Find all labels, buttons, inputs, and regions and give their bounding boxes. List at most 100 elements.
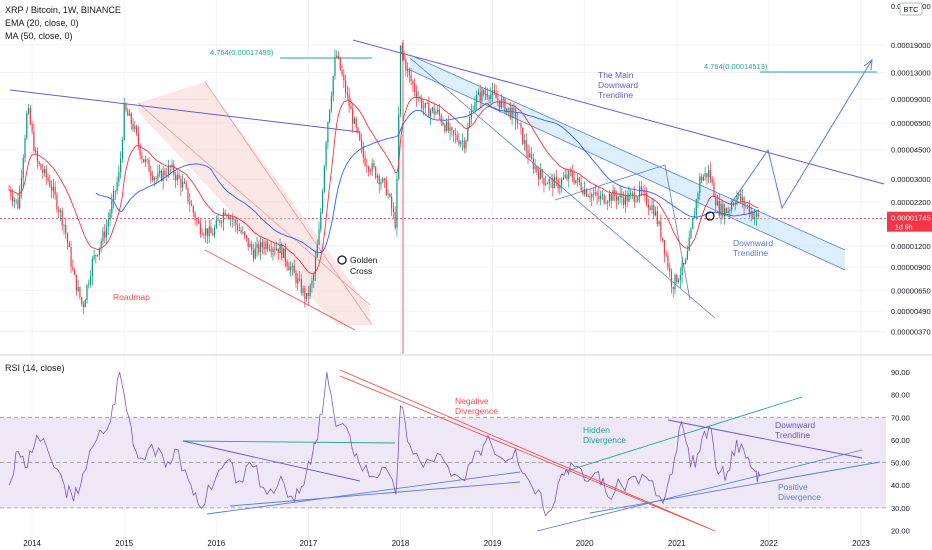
candle-body xyxy=(610,194,612,201)
candle-body xyxy=(332,76,334,97)
candle-body xyxy=(651,205,653,210)
candle-body xyxy=(654,211,657,216)
candle-body xyxy=(561,179,563,186)
candle-body xyxy=(222,212,224,223)
negative-divergence-line-2 xyxy=(339,375,716,532)
candle-body xyxy=(13,199,15,202)
candle-body xyxy=(739,193,742,201)
candle-body xyxy=(52,186,54,191)
ma-legend[interactable]: MA (50, close, 0) xyxy=(5,31,73,41)
candle-body xyxy=(635,200,637,202)
candle-body xyxy=(205,228,207,235)
candle-body xyxy=(344,80,347,93)
candle-body xyxy=(49,180,51,187)
candle-body xyxy=(102,231,104,242)
candle-body xyxy=(36,150,39,162)
candle-body xyxy=(553,177,556,189)
roadmap-channel-lower xyxy=(204,249,356,331)
candle-body xyxy=(513,107,515,111)
price-tick-label: 0.00000490 xyxy=(891,307,931,316)
candle-body xyxy=(656,211,658,225)
candle-body xyxy=(187,187,189,202)
candle-body xyxy=(192,205,194,213)
candle-body xyxy=(523,140,526,144)
candle-body xyxy=(127,110,129,116)
candle-body xyxy=(167,165,170,176)
candle-body xyxy=(493,90,495,94)
candle-body xyxy=(348,94,350,107)
candle-body xyxy=(463,140,465,149)
candle-body xyxy=(681,263,683,276)
rsi-tick-label: 70.00 xyxy=(891,413,910,422)
candle-body xyxy=(408,68,410,75)
candle-body xyxy=(118,172,120,182)
ema-legend[interactable]: EMA (20, close, 0) xyxy=(5,18,79,28)
candle-body xyxy=(525,140,527,151)
candle-body xyxy=(197,221,200,224)
candle-body xyxy=(387,194,389,195)
candle-body xyxy=(660,221,662,238)
candle-body xyxy=(109,213,111,220)
rsi-legend[interactable]: RSI (14, close) xyxy=(5,363,65,373)
candle-body xyxy=(74,269,76,275)
candle-body xyxy=(499,100,501,108)
candle-body xyxy=(456,134,458,141)
candle-body xyxy=(350,106,352,110)
time-tick-label: 2019 xyxy=(484,539,502,548)
candle-body xyxy=(376,175,379,178)
time-axis[interactable]: 2014 2015 2016 2017 2018 2019 2020 2021 2022 2023 xyxy=(23,539,870,548)
candle-body xyxy=(589,196,591,198)
current-price-badge xyxy=(887,211,932,232)
candle-body xyxy=(615,196,618,201)
candle-body xyxy=(231,217,233,220)
candle-body xyxy=(748,205,750,215)
candle-body xyxy=(26,113,28,139)
candle-body xyxy=(546,183,549,185)
symbol-title[interactable]: XRP / Bitcoin, 1W, BINANCE xyxy=(5,5,121,15)
candle-body xyxy=(419,97,421,99)
time-tick-label: 2021 xyxy=(668,539,686,548)
candle-body xyxy=(708,170,710,178)
candle-body xyxy=(587,196,589,197)
candle-body xyxy=(598,195,600,199)
candle-body xyxy=(295,272,297,284)
candle-body xyxy=(389,194,391,197)
right-price-axis[interactable]: 0.00019000 0.00013000 0.00009000 0.00006500… xyxy=(887,2,932,535)
candle-body xyxy=(291,265,294,268)
candle-body xyxy=(670,271,673,288)
candle-body xyxy=(647,204,650,208)
candle-body xyxy=(336,55,338,58)
time-tick-label: 2022 xyxy=(760,539,778,548)
candle-body xyxy=(449,127,451,131)
candle-body xyxy=(144,159,147,163)
candle-body xyxy=(720,203,722,216)
candle-body xyxy=(736,195,738,204)
candle-body xyxy=(143,159,145,163)
candle-body xyxy=(483,90,485,95)
candle-body xyxy=(178,174,180,179)
candle-body xyxy=(337,55,340,58)
candle-body xyxy=(298,278,301,280)
candle-body xyxy=(585,189,588,197)
rsi-downward-trendline-label: Downward xyxy=(775,420,815,430)
candle-body xyxy=(318,229,320,245)
candle-body xyxy=(258,243,260,253)
candle-body xyxy=(605,203,607,204)
target-label-right: 4.764(0.00014513) xyxy=(704,62,768,71)
candle-body xyxy=(182,181,184,188)
candle-body xyxy=(72,266,74,270)
candle-body xyxy=(718,201,720,216)
candle-body xyxy=(504,98,506,113)
candle-body xyxy=(130,113,132,124)
candle-body xyxy=(405,59,407,71)
price-tick-label: 0.00001200 xyxy=(891,242,931,251)
candle-body xyxy=(658,221,660,225)
candle-body xyxy=(240,230,242,233)
price-overlays xyxy=(9,39,885,354)
candle-body xyxy=(410,74,412,82)
candle-body xyxy=(238,230,240,232)
moving-averages xyxy=(8,96,759,275)
candle-body xyxy=(621,193,623,198)
ma-line xyxy=(95,103,759,254)
candle-body xyxy=(265,242,267,250)
